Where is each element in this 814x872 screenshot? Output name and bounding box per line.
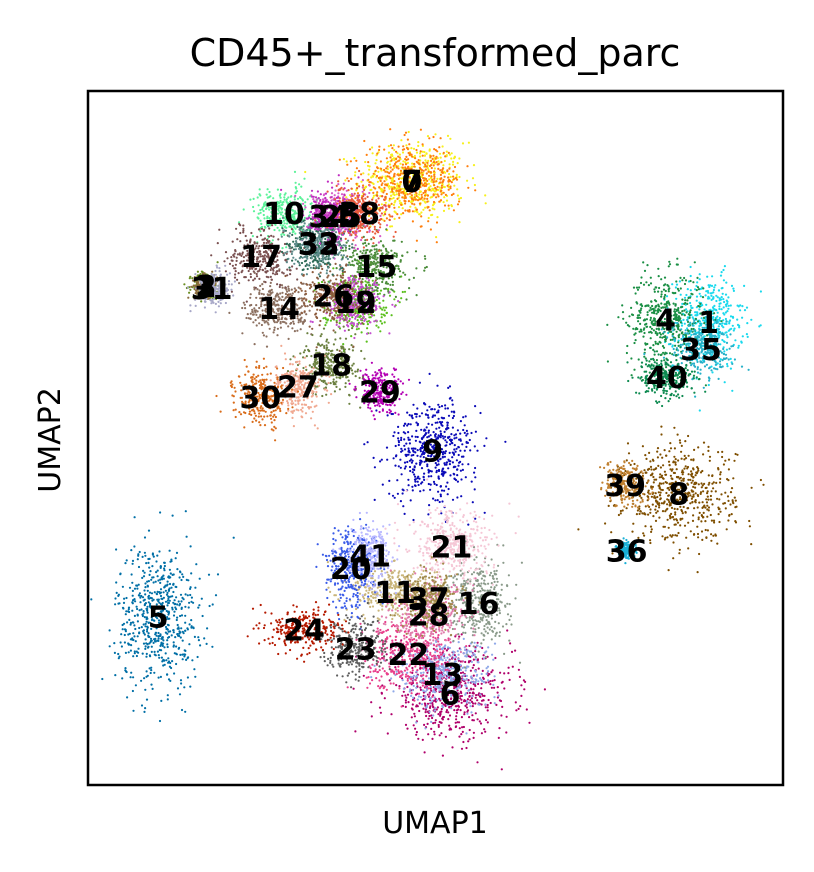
cluster-label-25: 25: [320, 200, 362, 235]
cluster-label-24: 24: [283, 614, 325, 649]
cluster-label-3: 3: [196, 270, 217, 305]
cluster-label-8: 8: [668, 478, 689, 513]
cluster-8-points: [577, 425, 765, 574]
cluster-label-32: 32: [298, 228, 340, 263]
cluster-35-points: [643, 313, 750, 398]
cluster-40-points: [626, 346, 707, 408]
cluster-label-29: 29: [359, 376, 401, 411]
cluster-label-15: 15: [356, 250, 398, 285]
cluster-36-points: [614, 537, 638, 565]
cluster-22-points: [346, 598, 468, 708]
cluster-label-31: 31: [191, 272, 233, 307]
cluster-label-12: 12: [335, 286, 377, 321]
cluster-label-36: 36: [606, 534, 648, 569]
cluster-7-points: [329, 128, 477, 244]
cluster-24-points: [246, 601, 351, 663]
chart-title: CD45+_transformed_parc: [190, 31, 681, 75]
cluster-label-5: 5: [148, 600, 169, 635]
cluster-label-2: 2: [196, 270, 217, 305]
cluster-9-points: [363, 372, 507, 526]
cluster-label-11: 11: [374, 576, 416, 611]
cluster-label-23: 23: [335, 632, 377, 667]
cluster-label-37: 37: [408, 582, 450, 617]
cluster-label-16: 16: [458, 587, 500, 622]
cluster-39-points: [599, 459, 654, 509]
cluster-label-1: 1: [698, 306, 719, 341]
cluster-label-39: 39: [604, 469, 646, 504]
cluster-label-4: 4: [655, 303, 676, 338]
cluster-label-22: 22: [388, 638, 430, 673]
cluster-18-points: [286, 325, 366, 409]
cluster-label-18: 18: [310, 348, 352, 383]
plot-frame: [86, 89, 785, 787]
cluster-label-33: 33: [298, 228, 340, 263]
cluster-15-points: [335, 212, 428, 307]
cluster-label-28: 28: [408, 598, 450, 633]
cluster-label-38: 38: [338, 197, 380, 232]
cluster-label-26: 26: [312, 280, 354, 315]
cluster-label-9: 9: [422, 435, 443, 470]
cluster-label-10: 10: [263, 197, 305, 232]
cluster-label-19: 19: [335, 286, 377, 321]
cluster-38-points: [312, 169, 397, 252]
cluster-label-17: 17: [240, 240, 282, 275]
cluster-label-35: 35: [680, 333, 722, 368]
y-axis-label: UMAP2: [33, 387, 68, 493]
cluster-label-0: 0: [401, 165, 422, 200]
cluster-26-points: [284, 253, 377, 352]
cluster-label-30: 30: [240, 381, 282, 416]
cluster-21-points: [384, 478, 520, 597]
cluster-labels: 0123456789101112131415161718192021222324…: [148, 165, 722, 712]
cluster-41-points: [332, 511, 401, 597]
cluster-29-points: [348, 361, 411, 421]
cluster-31-points: [186, 264, 236, 314]
cluster-17-points: [210, 211, 312, 303]
cluster-5-points: [90, 510, 235, 723]
cluster-label-34: 34: [308, 200, 350, 235]
cluster-label-40: 40: [646, 361, 688, 396]
cluster-30-points: [215, 357, 300, 442]
cluster-label-7: 7: [401, 165, 422, 200]
cluster-label-13: 13: [422, 658, 464, 693]
cluster-label-41: 41: [349, 539, 391, 574]
cluster-label-6: 6: [440, 677, 461, 712]
cluster-33-points: [267, 210, 354, 284]
cluster-label-27: 27: [277, 371, 319, 406]
x-axis-label: UMAP1: [382, 806, 488, 841]
cluster-label-20: 20: [330, 552, 372, 587]
cluster-27-points: [263, 344, 333, 430]
cluster-label-21: 21: [431, 530, 473, 565]
data-points: [90, 128, 765, 771]
cluster-13-points: [370, 637, 500, 735]
cluster-label-14: 14: [258, 292, 300, 327]
